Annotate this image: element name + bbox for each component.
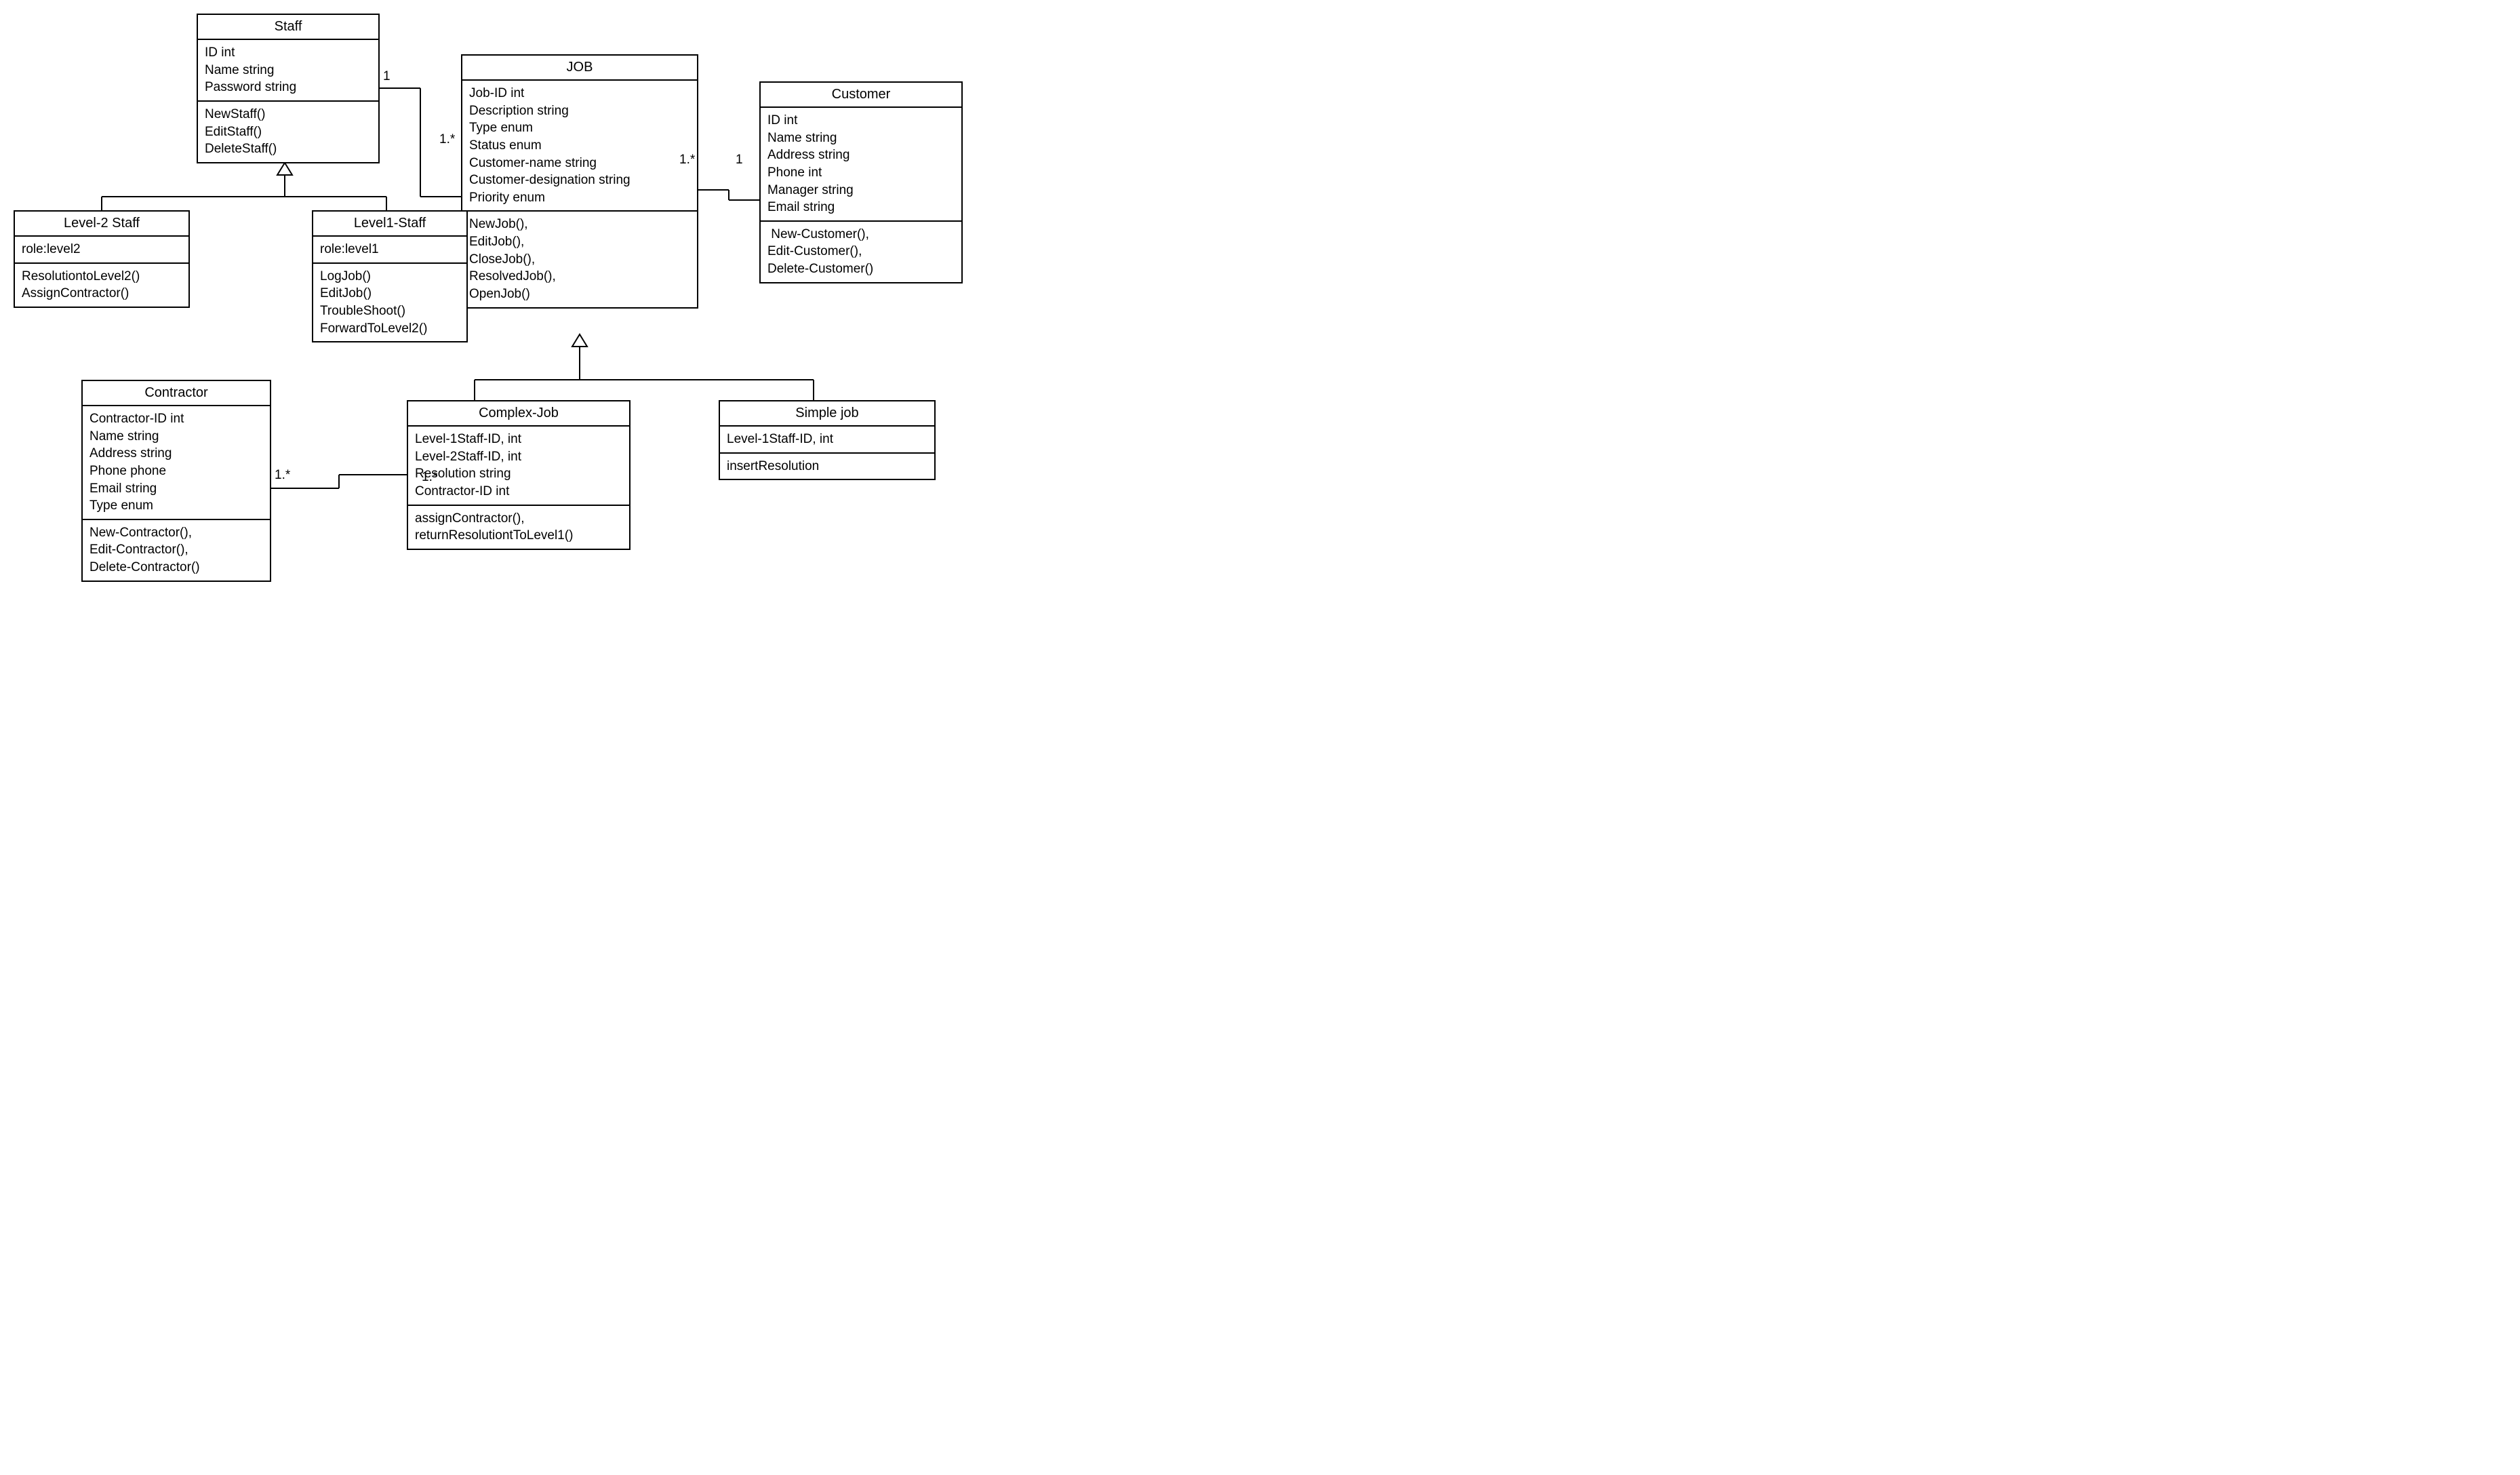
class-attributes: ID int Name string Password string [198,40,378,100]
class-methods: assignContractor(), returnResolutiontToL… [408,505,629,549]
class-methods: New-Contractor(), Edit-Contractor(), Del… [83,519,270,581]
multiplicity-label: 1.* [275,468,290,483]
class-level2staff: Level-2 Staffrole:level2ResolutiontoLeve… [14,210,190,308]
multiplicity-label: 1.* [422,470,437,485]
class-attributes: ID int Name string Address string Phone … [761,108,961,220]
class-staff: StaffID int Name string Password stringN… [197,14,380,163]
class-title: Contractor [83,381,270,406]
class-attributes: Contractor-ID int Name string Address st… [83,406,270,519]
class-complexjob: Complex-JobLevel-1Staff-ID, int Level-2S… [407,400,631,550]
class-methods: ResolutiontoLevel2() AssignContractor() [15,262,188,307]
class-level1staff: Level1-Staffrole:level1LogJob() EditJob(… [312,210,468,342]
class-title: Level-2 Staff [15,212,188,237]
class-customer: CustomerID int Name string Address strin… [759,81,963,283]
class-title: Staff [198,15,378,40]
multiplicity-label: 1 [383,69,391,84]
class-title: Complex-Job [408,401,629,427]
class-simplejob: Simple jobLevel-1Staff-ID, intinsertReso… [719,400,936,480]
uml-canvas: StaffID int Name string Password stringN… [0,0,1037,610]
class-attributes: role:level1 [313,237,466,262]
class-contractor: ContractorContractor-ID int Name string … [81,380,271,582]
class-title: Level1-Staff [313,212,466,237]
class-methods: NewJob(), EditJob(), CloseJob(), Resolve… [462,210,697,307]
class-methods: NewStaff() EditStaff() DeleteStaff() [198,100,378,162]
multiplicity-label: 1.* [679,153,695,168]
class-attributes: Level-1Staff-ID, int [720,427,934,452]
class-methods: New-Customer(), Edit-Customer(), Delete-… [761,220,961,282]
class-title: JOB [462,56,697,81]
class-title: Simple job [720,401,934,427]
multiplicity-label: 1.* [439,132,455,147]
class-attributes: Level-1Staff-ID, int Level-2Staff-ID, in… [408,427,629,505]
class-attributes: Job-ID int Description string Type enum … [462,81,697,210]
class-methods: insertResolution [720,452,934,479]
class-methods: LogJob() EditJob() TroubleShoot() Forwar… [313,262,466,342]
class-title: Customer [761,83,961,108]
class-attributes: role:level2 [15,237,188,262]
class-job: JOBJob-ID int Description string Type en… [461,54,698,309]
multiplicity-label: 1 [736,153,743,168]
